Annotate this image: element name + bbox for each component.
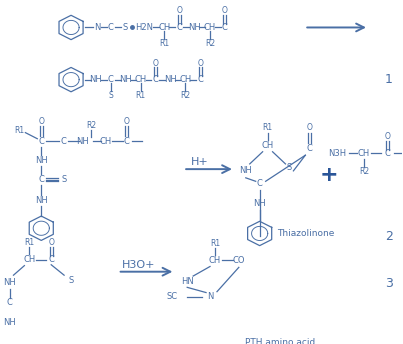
- Text: C: C: [306, 144, 312, 153]
- Text: CH: CH: [262, 141, 274, 150]
- Text: O: O: [177, 7, 182, 15]
- Text: H2N: H2N: [135, 23, 154, 32]
- Text: N: N: [93, 23, 100, 32]
- Text: C: C: [38, 137, 44, 146]
- Text: R1: R1: [135, 91, 145, 100]
- Text: NH: NH: [89, 75, 102, 84]
- Text: O: O: [385, 132, 391, 141]
- Text: H+: H+: [191, 157, 209, 167]
- Text: C: C: [177, 23, 182, 32]
- Text: NH: NH: [77, 137, 89, 146]
- Text: CH: CH: [100, 137, 112, 146]
- Text: C: C: [108, 23, 114, 32]
- Text: R1: R1: [24, 238, 34, 247]
- Text: R1: R1: [15, 126, 25, 135]
- Text: NH: NH: [3, 318, 16, 326]
- Text: C: C: [197, 75, 203, 84]
- Text: C: C: [385, 149, 391, 158]
- Text: SC: SC: [166, 292, 177, 301]
- Text: CH: CH: [209, 256, 221, 265]
- Text: CH: CH: [204, 23, 216, 32]
- Text: R1: R1: [262, 123, 273, 132]
- Text: C: C: [222, 23, 228, 32]
- Text: Thiazolinone: Thiazolinone: [278, 229, 335, 238]
- Text: R2: R2: [180, 91, 190, 100]
- Text: H3O+: H3O+: [122, 260, 155, 270]
- Text: O: O: [152, 58, 158, 68]
- Text: NH: NH: [239, 166, 252, 175]
- Text: NH: NH: [164, 75, 177, 84]
- Text: 3: 3: [385, 277, 393, 290]
- Text: C: C: [48, 255, 54, 264]
- Text: R2: R2: [359, 167, 369, 176]
- Text: CO: CO: [233, 256, 245, 265]
- Text: S: S: [122, 23, 127, 32]
- Text: +: +: [320, 165, 339, 185]
- Text: CH: CH: [135, 75, 147, 84]
- Text: CH: CH: [179, 75, 191, 84]
- Text: 1: 1: [385, 73, 393, 86]
- Text: R1: R1: [210, 238, 220, 248]
- Text: O: O: [38, 117, 44, 126]
- Text: NH: NH: [3, 278, 16, 287]
- Text: CH: CH: [23, 255, 35, 264]
- Text: NH: NH: [35, 196, 48, 205]
- Text: NH: NH: [119, 75, 132, 84]
- Text: O: O: [124, 117, 130, 126]
- Text: S: S: [62, 175, 67, 184]
- Text: S: S: [108, 91, 113, 100]
- Text: NH: NH: [188, 23, 201, 32]
- Text: NH: NH: [253, 200, 266, 208]
- Text: O: O: [197, 58, 203, 68]
- Text: C: C: [257, 180, 263, 189]
- Text: R1: R1: [159, 39, 169, 47]
- Text: C: C: [60, 137, 66, 146]
- Text: R2: R2: [86, 121, 96, 130]
- Text: O: O: [306, 123, 312, 132]
- Text: CH: CH: [358, 149, 370, 158]
- Text: HN: HN: [181, 277, 193, 286]
- Text: N3H: N3H: [328, 149, 346, 158]
- Text: S: S: [69, 276, 74, 285]
- Text: N: N: [207, 292, 213, 301]
- Text: C: C: [6, 299, 12, 308]
- Text: CH: CH: [158, 23, 170, 32]
- Text: S: S: [287, 163, 292, 172]
- Text: R2: R2: [205, 39, 215, 47]
- Text: NH: NH: [35, 156, 48, 165]
- Text: O: O: [222, 7, 228, 15]
- Text: C: C: [152, 75, 158, 84]
- Text: C: C: [38, 175, 44, 184]
- Text: O: O: [48, 238, 54, 247]
- Text: C: C: [108, 75, 114, 84]
- Text: C: C: [124, 137, 130, 146]
- Text: 2: 2: [385, 229, 393, 243]
- Text: PTH amino acid: PTH amino acid: [245, 338, 315, 344]
